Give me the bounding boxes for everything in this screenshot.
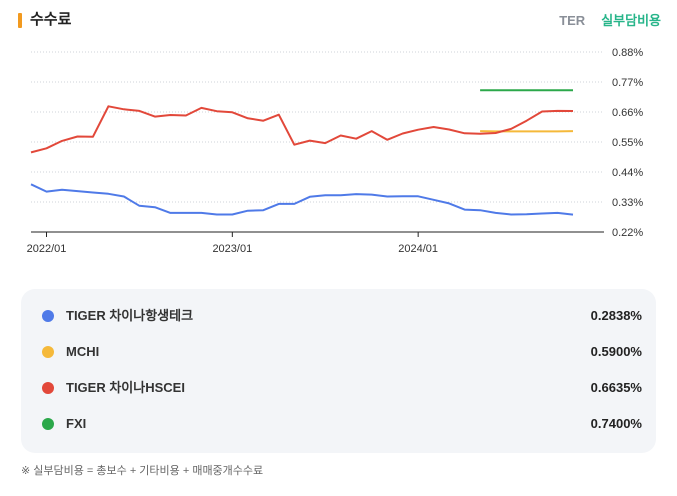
cost-type-tabs: TER 실부담비용	[559, 12, 661, 30]
series-color-dot	[42, 418, 54, 430]
chart-header: 수수료 TER 실부담비용	[16, 10, 661, 34]
series-color-dot	[42, 346, 54, 358]
footnote: ※ 실부담비용 = 총보수 + 기타비용 + 매매중개수수료	[21, 465, 264, 477]
series-line-tiger-hangseng-tech	[30, 183, 574, 216]
legend-series-name: TIGER 차이나HSCEI	[66, 380, 185, 395]
tab-ter[interactable]: TER	[559, 13, 586, 28]
x-tick-label: 2022/01	[27, 243, 67, 255]
x-tick-label: 2023/01	[212, 243, 252, 255]
y-tick-label: 0.44%	[612, 167, 643, 179]
legend-series-value: 0.5900%	[590, 344, 642, 359]
legend-item: MCHI 0.5900%	[21, 342, 656, 362]
series-line-tiger-hscei	[30, 105, 574, 154]
chart-title: 수수료	[30, 11, 72, 28]
y-tick-label: 0.33%	[612, 197, 643, 209]
legend-item: TIGER 차이나항생테크 0.2838%	[21, 306, 656, 326]
y-tick-label: 0.55%	[612, 137, 643, 149]
legend-item: FXI 0.7400%	[21, 414, 656, 434]
legend-series-name: FXI	[66, 416, 87, 431]
y-tick-label: 0.77%	[612, 77, 643, 89]
x-tick-label: 2024/01	[398, 243, 438, 255]
y-tick-label: 0.88%	[612, 47, 643, 59]
legend-item: TIGER 차이나HSCEI 0.6635%	[21, 378, 656, 398]
legend-panel: TIGER 차이나항생테크 0.2838% MCHI 0.5900% TIGER…	[21, 289, 656, 453]
legend-series-name: TIGER 차이나항생테크	[66, 308, 194, 323]
legend-series-value: 0.7400%	[590, 416, 642, 431]
fee-line-chart: 0.88% 0.77% 0.66% 0.55% 0.44% 0.33% 0.22% 2022/…	[27, 47, 644, 255]
title-accent-bar	[18, 13, 22, 28]
tab-actual-cost[interactable]: 실부담비용	[601, 13, 661, 28]
series-color-dot	[42, 382, 54, 394]
legend-series-value: 0.2838%	[590, 308, 642, 323]
legend-series-name: MCHI	[66, 344, 100, 359]
legend-series-value: 0.6635%	[590, 380, 642, 395]
series-color-dot	[42, 310, 54, 322]
y-tick-label: 0.66%	[612, 107, 643, 119]
y-tick-label: 0.22%	[612, 227, 643, 239]
